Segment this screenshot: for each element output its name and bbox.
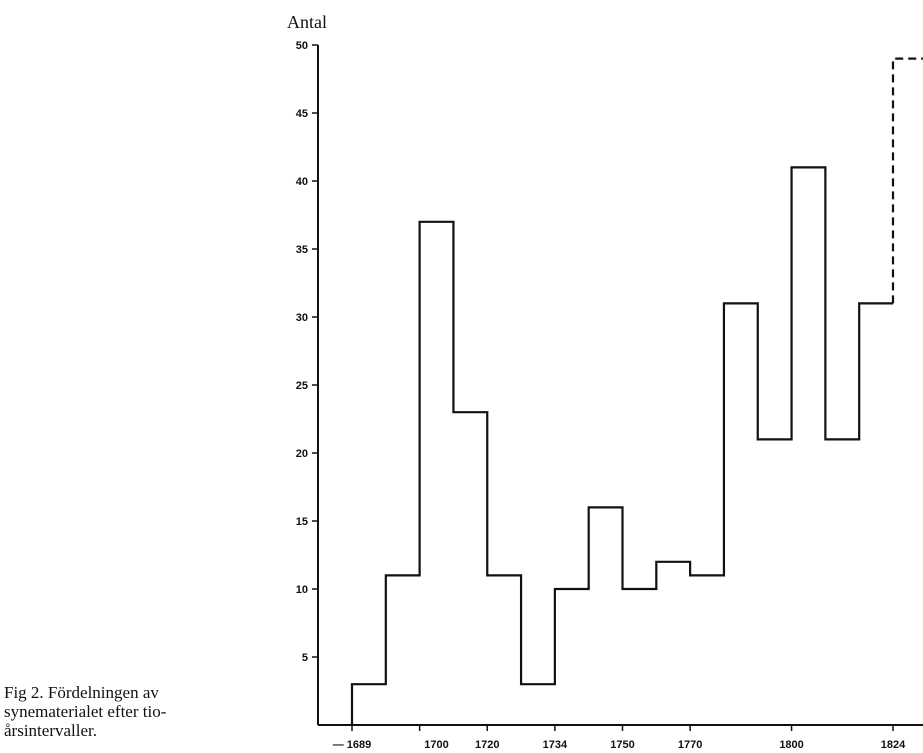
y-axis-label: Antal <box>287 12 327 32</box>
x-tick-label: 1720 <box>475 739 499 751</box>
x-tick-label: 1734 <box>543 739 568 751</box>
histogram-bin <box>792 167 826 725</box>
x-axis-ticks: — 1689 1700 1720 1734 1750 1770 1800 1824 <box>333 725 906 751</box>
y-tick-label: 25 <box>296 380 308 392</box>
histogram-bin <box>521 684 555 725</box>
x-tick-label: 1770 <box>678 739 702 751</box>
histogram-bin <box>724 303 758 725</box>
histogram-bin <box>487 575 521 725</box>
y-axis-ticks: 5 10 15 20 25 30 35 40 45 50 <box>296 40 318 664</box>
y-tick-label: 15 <box>296 516 308 528</box>
y-tick-label: 20 <box>296 448 308 460</box>
y-tick-label: 50 <box>296 40 308 52</box>
histogram-bin <box>453 412 487 725</box>
figure-caption: Fig 2. Fördelningen av synematerialet ef… <box>4 683 167 740</box>
y-tick-label: 5 <box>302 652 308 664</box>
histogram-bins <box>352 167 893 725</box>
histogram-step-outline <box>350 166 893 725</box>
x-tick-label: 1750 <box>610 739 634 751</box>
y-tick-label: 40 <box>296 176 308 188</box>
x-tick-label: 1800 <box>779 739 803 751</box>
histogram-bin <box>386 575 420 725</box>
histogram-bin <box>352 684 386 725</box>
histogram-bin <box>420 222 454 725</box>
x-tick-label: 1700 <box>424 739 448 751</box>
histogram-bin <box>825 439 859 725</box>
histogram-bin <box>758 439 792 725</box>
histogram-bin <box>656 562 690 725</box>
dashed-segment-outline <box>891 57 923 304</box>
histogram-bin <box>690 575 724 725</box>
histogram-bin <box>859 303 893 725</box>
y-tick-label: 35 <box>296 244 308 256</box>
histogram-bin <box>555 589 589 725</box>
histogram-bin <box>623 589 657 725</box>
x-tick-label: — 1689 <box>333 739 372 751</box>
y-tick-label: 30 <box>296 312 308 324</box>
y-tick-label: 45 <box>296 108 308 120</box>
y-tick-label: 10 <box>296 584 308 596</box>
x-tick-label: 1824 <box>881 739 906 751</box>
histogram-bin <box>589 507 623 725</box>
